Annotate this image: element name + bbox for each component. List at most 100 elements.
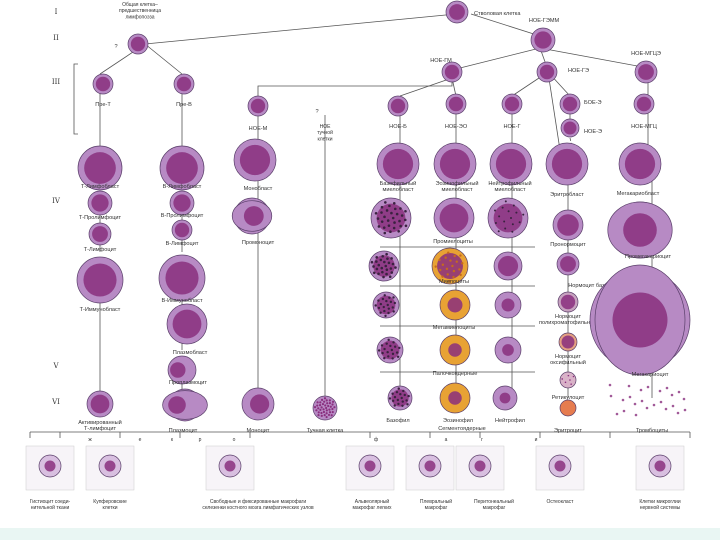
platelet [677, 390, 681, 394]
neutro-promyelocyte-cell-granule [512, 204, 515, 207]
baso-metamyelocyte-cell-granule [383, 309, 386, 313]
monoblast-cell-nucleus [239, 144, 271, 176]
mast-cell-granule [323, 397, 327, 400]
noe-e-cell [560, 118, 580, 138]
baso-myelocyte-cell-granule [375, 256, 379, 259]
mast-cell-cytoplasm [312, 395, 338, 421]
mast-cell-granule [327, 404, 330, 408]
erythrocyte-label: Эритроцит [554, 428, 582, 434]
stem-cell [445, 0, 469, 24]
basophil-cell-granule [405, 399, 408, 402]
baso-myelocyte-cell-granule [377, 263, 381, 267]
connector-line [451, 47, 541, 71]
mast-cell-granule [319, 408, 322, 412]
eosino-myelocyte-cell-granule [434, 265, 437, 268]
noe-b-cell-nucleus [390, 98, 406, 114]
baso-myelocyte-cell-granule [380, 266, 384, 270]
baso-promyelocyte-cell-granule [377, 225, 381, 228]
basophil-cell-granule [393, 395, 397, 399]
mast-cell-granule [324, 404, 327, 407]
noe-b-cell [387, 95, 409, 117]
baso-metamyelocyte-cell-granule [388, 296, 391, 299]
mast-cell-granule [325, 412, 328, 415]
neutro-promyelocyte-cell-granule [511, 223, 514, 226]
basophil-cell-granule [401, 400, 404, 403]
baso-promyelocyte-cell-granule [403, 218, 407, 222]
baso-promyelocyte-cell-granule [397, 230, 400, 233]
baso-myelocyte-cell-granule [382, 275, 385, 279]
noe-gm-label: НОЕ-ГМ [430, 58, 452, 64]
neutro-promyelocyte-cell-granule [494, 222, 497, 225]
eosino-myelocyte-cell-granule [438, 258, 441, 262]
mast-cell-granule [320, 414, 323, 417]
noe-g-cell [501, 93, 523, 115]
t-immunoblast-cell [76, 256, 124, 304]
macrophage-cell-nucleus [364, 460, 376, 472]
mast-cell-granule [325, 409, 328, 412]
b-immunoblast-cell-nucleus [165, 261, 199, 295]
eosinophil-cell-nucleus [448, 391, 462, 405]
plasmablast-cell [166, 303, 208, 345]
common-lymphoid-label: Общая клетка– предшественница лимфопоэза [119, 2, 161, 20]
baso-band-cell [376, 336, 404, 364]
macrophage-cell-nucleus [654, 460, 666, 472]
mast-cell-granule [325, 406, 328, 410]
mast-cell-granule [320, 398, 324, 402]
boe-e-cell [559, 93, 581, 115]
neutro-promyelocyte-cell-nucleus [493, 203, 523, 233]
noe-mgc-cell [633, 93, 655, 115]
baso-metamyelocyte-cell-granule [392, 310, 395, 313]
baso-myelocyte-cell-granule [381, 254, 385, 258]
macrophage-cell-nucleus [224, 460, 236, 472]
eosino-myelocyte-cell-granule [445, 267, 449, 271]
normo-poly-cell-nucleus [560, 294, 576, 310]
eosino-myelocyte-cell-granule [458, 268, 461, 271]
eosino-myelocyte-cell-granule [441, 275, 444, 278]
eosino-myelocyte-cell-granule [444, 256, 447, 259]
eosino-myelocyte-cell-granule [453, 254, 456, 258]
b-prolymphocyte-label: В-Пролимфоцит [161, 213, 204, 219]
reticulocyte-cell-cytoplasm [559, 371, 577, 389]
platelet [659, 400, 663, 404]
macrophage-cell [548, 454, 572, 478]
noe-gm-cell [441, 61, 463, 83]
platelet [676, 411, 680, 415]
macrophage-label: Гистиоцит соеди-нительной ткани [30, 499, 71, 511]
mast-cell-granule [317, 413, 320, 417]
boe-e-cell-nucleus [562, 96, 578, 112]
macrophage-cell [418, 454, 442, 478]
baso-promyelocyte-cell-granule [383, 231, 387, 235]
mast-cell-granule [322, 408, 325, 411]
baso-band-cell-granule [398, 346, 401, 350]
plasmocyte-cell-nucleus [168, 396, 186, 414]
eosino-myelocyte-cell-granule [441, 263, 445, 266]
baso-promyelocyte-cell-granule [390, 211, 393, 215]
noe-ge-label: НОЕ-ГЭ [568, 68, 589, 74]
eosino-band-cell-nucleus [448, 343, 462, 357]
baso-metamyelocyte-cell-granule [387, 311, 390, 315]
normo-poly-label: Нормоцит полихроматофильный [539, 314, 597, 326]
b-prolymphocyte-cell-nucleus [173, 194, 191, 212]
neutro-promyelocyte-cell-granule [507, 210, 510, 213]
baso-myelocyte-cell-granule [386, 257, 389, 260]
basophil-cell-granule [400, 396, 403, 400]
mast-cell-granule [325, 399, 328, 402]
baso-metamyelocyte-cell-granule [377, 299, 380, 302]
stage-label: III [52, 78, 61, 86]
basophil-cell-granule [388, 397, 392, 400]
noe-mge-cell [634, 60, 658, 84]
platelet [621, 398, 625, 402]
baso-band-cell-granule [391, 357, 394, 360]
stem-cell-label: Стволовая клетка [474, 11, 521, 17]
macrophage-cell [468, 454, 492, 478]
neutro-myelocyte-cell [493, 251, 523, 281]
baso-myelocyte-cell-granule [379, 258, 383, 262]
mast-cell-granule [330, 414, 333, 417]
platelet [633, 402, 637, 406]
eosino-promyelocyte-cell-nucleus [439, 203, 469, 233]
erythroblast-cell [545, 142, 589, 186]
baso-band-cell-nucleus [380, 340, 400, 360]
baso-promyelocyte-cell-granule [393, 221, 396, 224]
baso-promyelocyte-cell-granule [392, 202, 396, 205]
noe-g-label: НОЕ-Г [503, 124, 520, 130]
